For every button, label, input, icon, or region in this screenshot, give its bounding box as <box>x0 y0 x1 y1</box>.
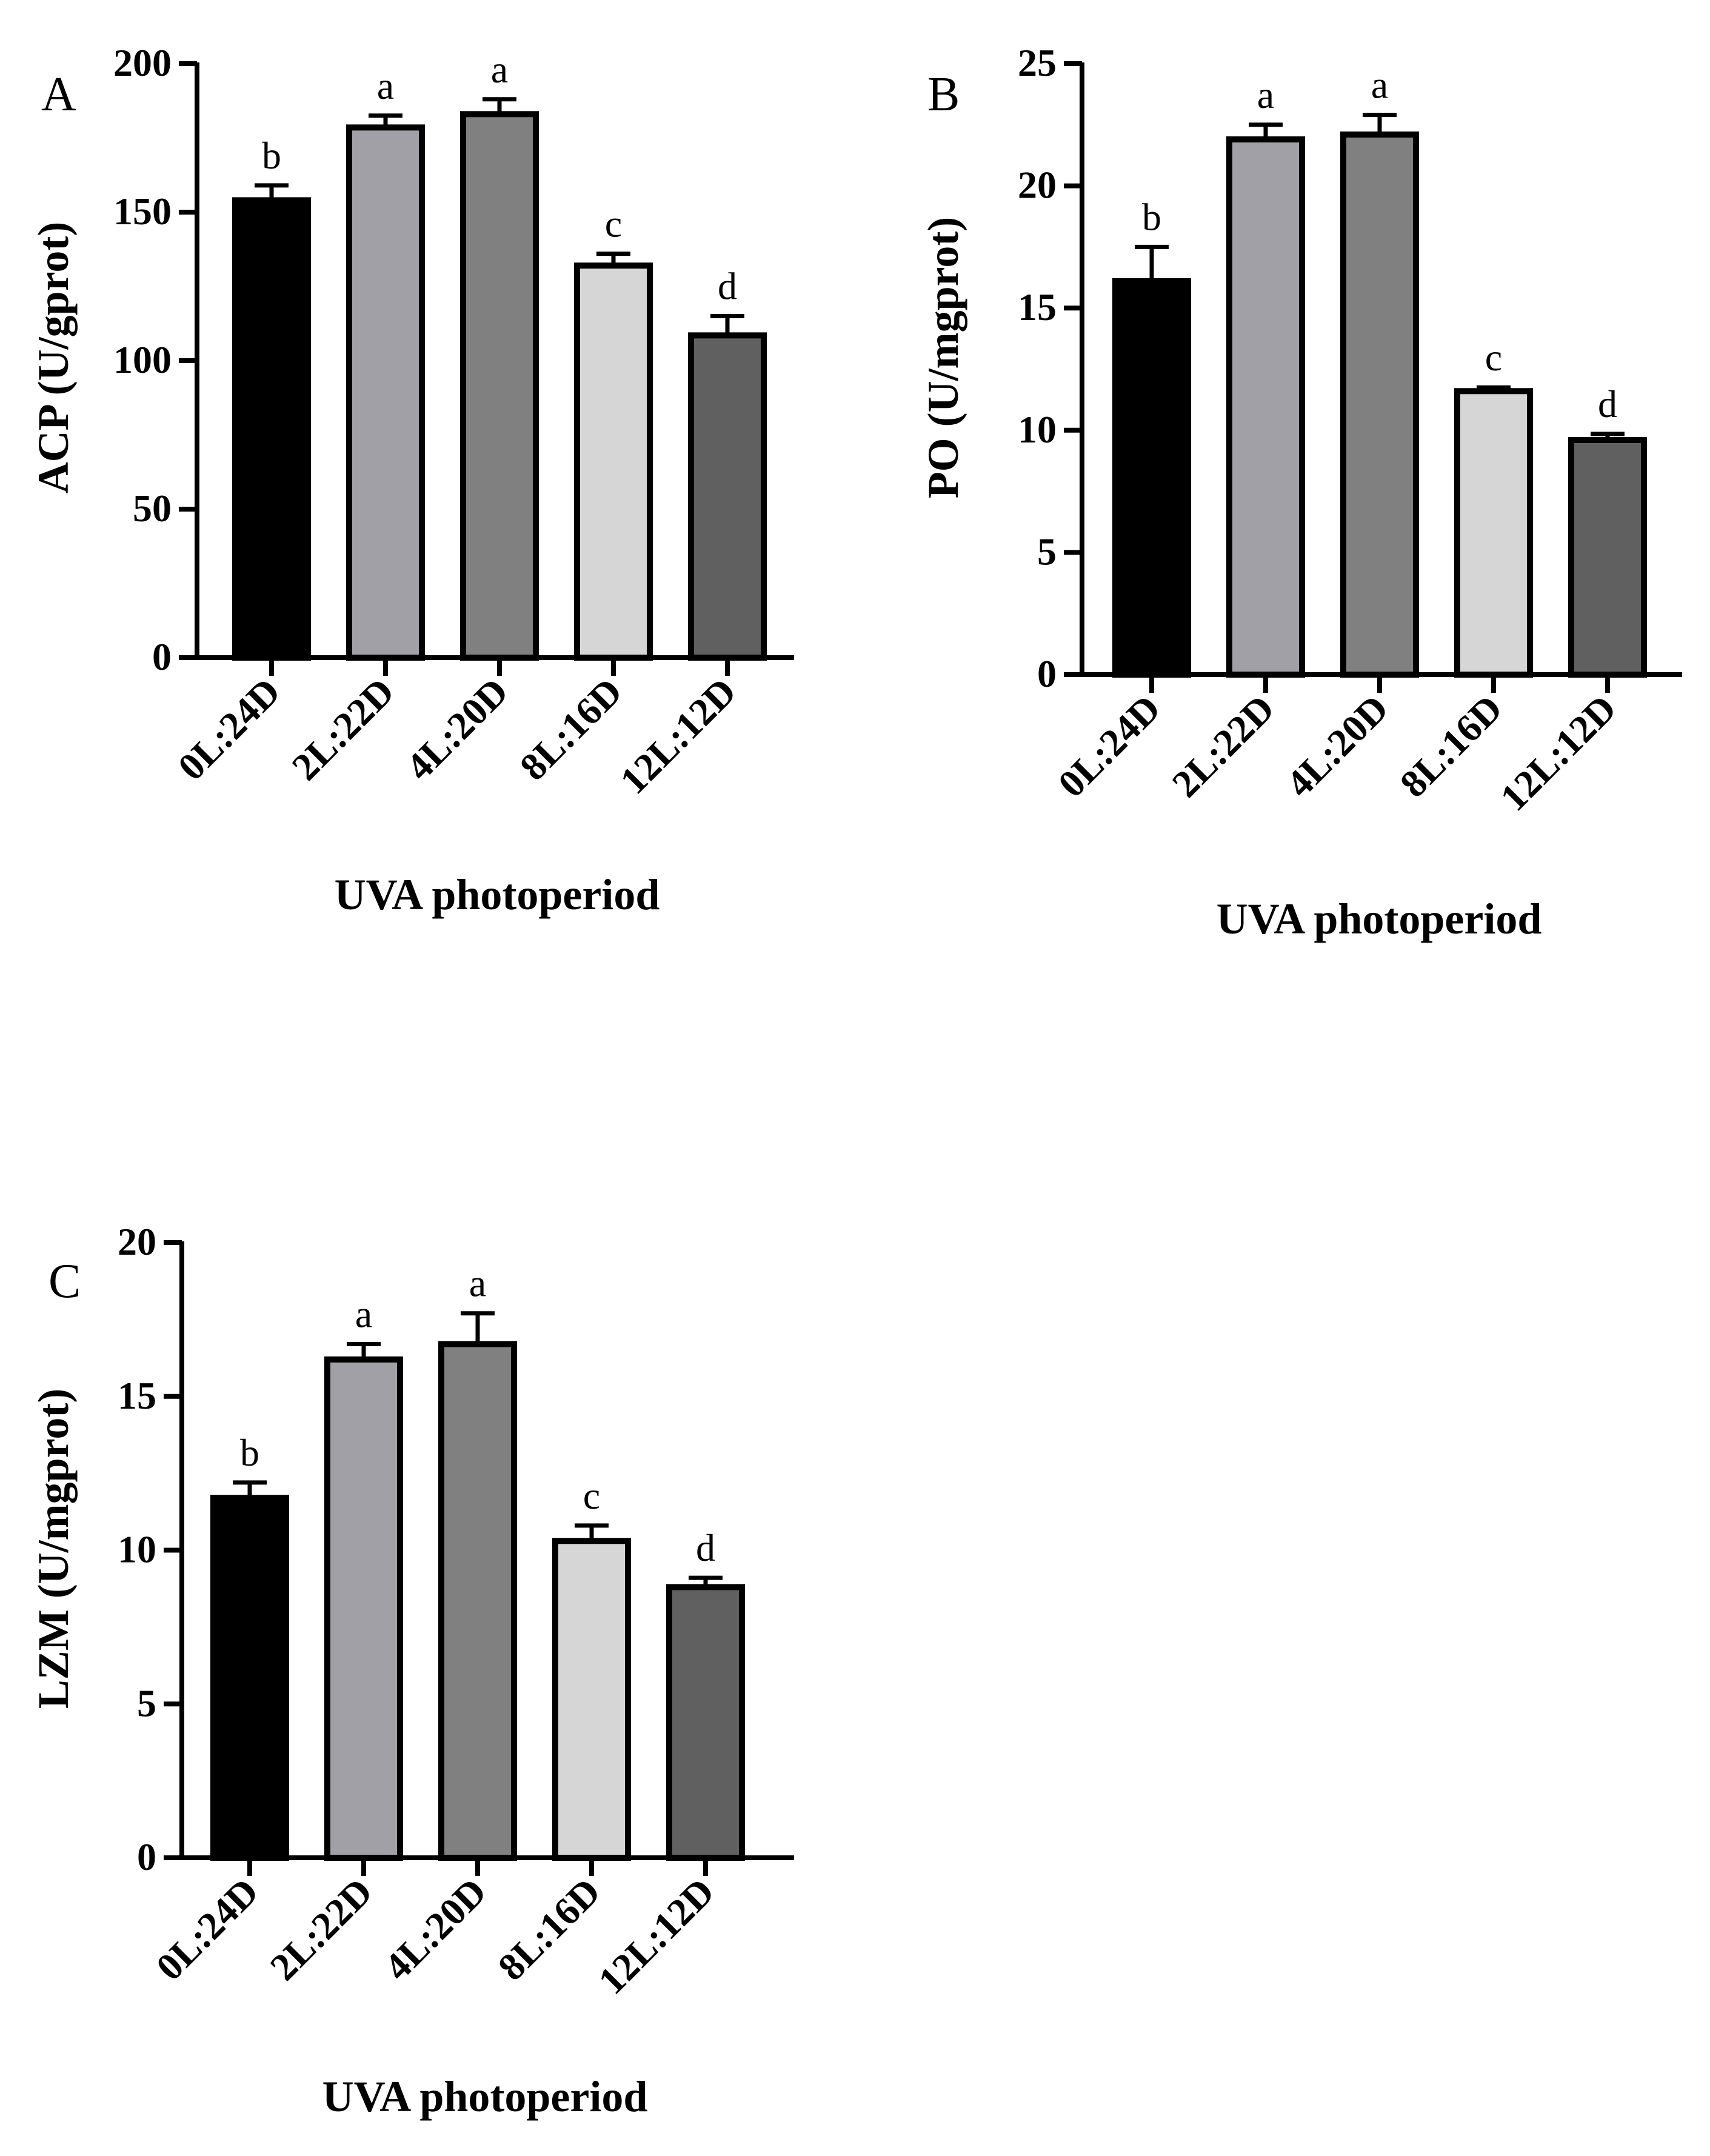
y-tick-label: 20 <box>118 1220 156 1263</box>
significance-letter: c <box>605 202 622 245</box>
significance-letter: c <box>1485 336 1502 379</box>
bar-2L-22D <box>1226 136 1305 678</box>
bar-2L-22D <box>324 1356 403 1861</box>
significance-letter: b <box>1142 195 1161 238</box>
y-tick-label: 150 <box>113 190 172 233</box>
bar-4L-20D <box>1340 131 1419 678</box>
panel-c: C LZM (U/mgprot) UVA photoperiod 0 5 10 15 2… <box>29 1220 794 2121</box>
y-axis-label: ACP (U/gprot) <box>29 222 78 494</box>
x-tick-label: 2L:22D <box>262 1870 381 1989</box>
bar-4L-20D <box>438 1341 517 1861</box>
bar-0L-24D <box>232 197 311 661</box>
x-tick-label: 4L:20D <box>1278 687 1397 806</box>
y-tick-label: 0 <box>1037 652 1057 695</box>
panel-letter: A <box>41 68 76 121</box>
y-tick-label: 15 <box>1018 285 1057 329</box>
bar-12L-12D <box>688 332 767 661</box>
x-axis-label: UVA photoperiod <box>322 2072 648 2121</box>
y-tick-label: 5 <box>137 1681 156 1724</box>
x-tick-label: 2L:22D <box>1164 687 1283 806</box>
x-tick-label: 12L:12D <box>1492 687 1625 819</box>
x-tick-label: 0L:24D <box>1050 687 1169 806</box>
bar-12L-12D <box>666 1584 745 1861</box>
significance-letter: c <box>583 1474 600 1517</box>
significance-letter: d <box>718 265 737 308</box>
y-tick-label: 100 <box>113 338 172 381</box>
y-tick-label: 5 <box>1037 530 1057 573</box>
significance-letter: d <box>696 1526 715 1569</box>
significance-letter: a <box>377 64 394 107</box>
x-tick-label: 2L:22D <box>284 670 402 789</box>
y-axis-label: PO (U/mgprot) <box>919 217 967 499</box>
x-tick-label: 12L:12D <box>590 1870 723 2003</box>
x-tick-label: 0L:24D <box>148 1870 267 1989</box>
panel-b: B PO (U/mgprot) UVA photoperiod 0 5 10 15 20… <box>919 41 1682 943</box>
significance-letter: b <box>262 134 281 177</box>
y-axis-label: LZM (U/mgprot) <box>29 1389 78 1709</box>
bar-12L-12D <box>1568 436 1647 678</box>
significance-letter: b <box>240 1431 259 1474</box>
bar-0L-24D <box>210 1495 289 1861</box>
y-tick-label: 50 <box>133 487 172 530</box>
x-axis-label: UVA photoperiod <box>1217 895 1542 943</box>
y-tick-label: 200 <box>113 41 172 84</box>
significance-letter: a <box>1257 73 1274 116</box>
panel-letter: B <box>927 68 960 121</box>
x-tick-label: 0L:24D <box>170 670 289 789</box>
bar-8L-16D <box>552 1538 631 1861</box>
significance-letter: d <box>1598 382 1617 426</box>
bar-8L-16D <box>574 262 653 661</box>
significance-letter: a <box>491 48 508 91</box>
x-axis-label: UVA photoperiod <box>335 870 660 919</box>
y-tick-label: 20 <box>1018 164 1057 207</box>
bar-8L-16D <box>1454 388 1533 678</box>
x-tick-label: 4L:20D <box>376 1870 495 1989</box>
y-tick-label: 15 <box>118 1374 156 1417</box>
y-tick-label: 0 <box>152 635 172 678</box>
y-tick-label: 10 <box>118 1528 156 1571</box>
y-tick-label: 10 <box>1018 408 1057 451</box>
x-tick-label: 4L:20D <box>398 670 516 789</box>
bar-0L-24D <box>1112 278 1191 678</box>
y-tick-label: 25 <box>1018 41 1057 84</box>
panel-a: A ACP (U/gprot) UVA photoperiod 0 50 100 15… <box>29 41 794 919</box>
y-tick-label: 0 <box>137 1835 156 1878</box>
bar-4L-20D <box>460 111 539 661</box>
significance-letter: a <box>355 1292 372 1335</box>
significance-letter: a <box>1371 64 1388 107</box>
panel-letter: C <box>48 1255 81 1308</box>
x-tick-label: 12L:12D <box>612 670 744 803</box>
bar-2L-22D <box>346 124 425 661</box>
significance-letter: a <box>469 1262 486 1305</box>
